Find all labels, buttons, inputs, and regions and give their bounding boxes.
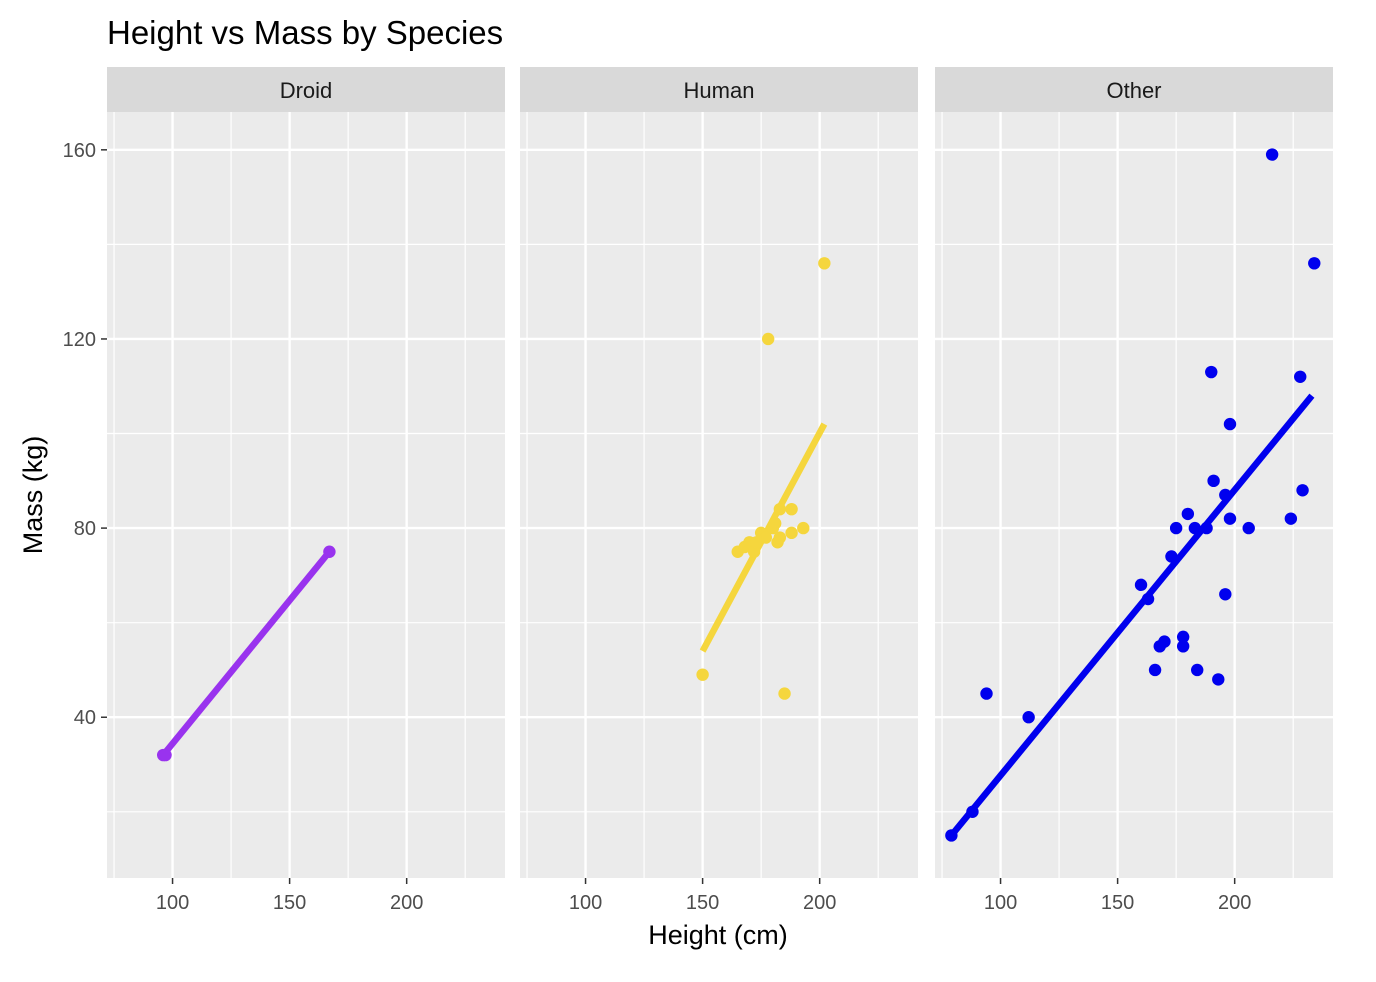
y-tick-label: 160: [63, 140, 96, 162]
point-human: [797, 521, 810, 535]
point-other: [980, 687, 993, 700]
trend-line-droid: [160, 549, 332, 758]
panel-droid: [107, 112, 505, 878]
trend-line-other: [948, 393, 1315, 838]
point-human: [696, 668, 709, 681]
point-other: [1191, 663, 1204, 677]
point-other: [1308, 257, 1321, 270]
panel-other: [935, 112, 1333, 878]
strip-droid: [107, 67, 505, 112]
x-tick-label: 100: [156, 892, 189, 914]
point-other: [1265, 148, 1279, 161]
strip-label-human: Human: [684, 78, 755, 103]
point-other: [1141, 592, 1155, 606]
x-tick-label: 100: [569, 892, 602, 914]
x-tick-label: 200: [390, 892, 423, 914]
point-other: [1223, 512, 1237, 525]
x-tick-label: 100: [984, 892, 1017, 914]
panel-human: [520, 112, 918, 878]
x-tick-label: 150: [686, 892, 719, 914]
point-other: [1284, 512, 1298, 525]
point-human: [768, 517, 782, 530]
point-other: [1294, 370, 1307, 383]
point-human: [761, 332, 775, 346]
y-tick-label: 40: [74, 707, 96, 729]
point-other: [1223, 417, 1237, 431]
facet-human: Human 100 150 200: [520, 67, 918, 914]
point-other: [1158, 635, 1171, 648]
x-tick-label: 200: [1218, 892, 1251, 914]
point-other: [945, 829, 958, 842]
point-other: [1134, 578, 1148, 592]
facet-other: Other 100 150 200: [935, 67, 1333, 914]
point-other: [1176, 630, 1190, 644]
x-tick-label: 200: [803, 892, 836, 914]
point-human: [773, 531, 787, 544]
point-other: [1219, 588, 1232, 601]
strip-label-other: Other: [1106, 78, 1161, 103]
point-other: [1165, 550, 1178, 563]
point-other: [1022, 711, 1035, 724]
point-other: [1148, 663, 1162, 677]
x-tick-label: 150: [1101, 892, 1134, 914]
y-axis: 40 80 120 160: [63, 140, 107, 729]
point-other: [1212, 673, 1225, 686]
facet-panels: Droid 100 150 200 Human 100 150 200 Other 100 150 2…: [107, 67, 1333, 914]
point-human: [785, 502, 798, 516]
point-human: [778, 687, 791, 700]
x-axis-title: Height (cm): [648, 920, 788, 950]
point-droid: [159, 748, 172, 762]
point-human: [773, 502, 787, 516]
facet-droid: Droid 100 150 200: [107, 67, 505, 914]
point-human: [759, 531, 773, 544]
x-tick-label: 150: [273, 892, 306, 914]
point-other: [1205, 365, 1218, 379]
y-tick-label: 120: [63, 329, 96, 351]
point-other: [1200, 521, 1213, 535]
chart-title: Height vs Mass by Species: [107, 14, 503, 51]
point-other: [1207, 474, 1220, 488]
point-human: [818, 257, 831, 270]
point-other: [1169, 521, 1183, 535]
point-other: [1181, 507, 1195, 521]
point-droid: [323, 545, 336, 558]
point-human: [747, 545, 761, 558]
strip-other: [935, 67, 1333, 112]
point-human: [785, 526, 798, 540]
point-other: [1242, 521, 1255, 535]
point-other: [1296, 484, 1309, 497]
point-other: [1219, 488, 1232, 502]
strip-label-droid: Droid: [280, 78, 333, 103]
point-other: [966, 805, 979, 819]
point-human: [750, 536, 763, 549]
strip-human: [520, 67, 918, 112]
point-other: [1176, 640, 1190, 653]
point-other: [1188, 521, 1202, 535]
y-axis-title: Mass (kg): [18, 436, 48, 555]
y-tick-label: 80: [74, 518, 96, 540]
